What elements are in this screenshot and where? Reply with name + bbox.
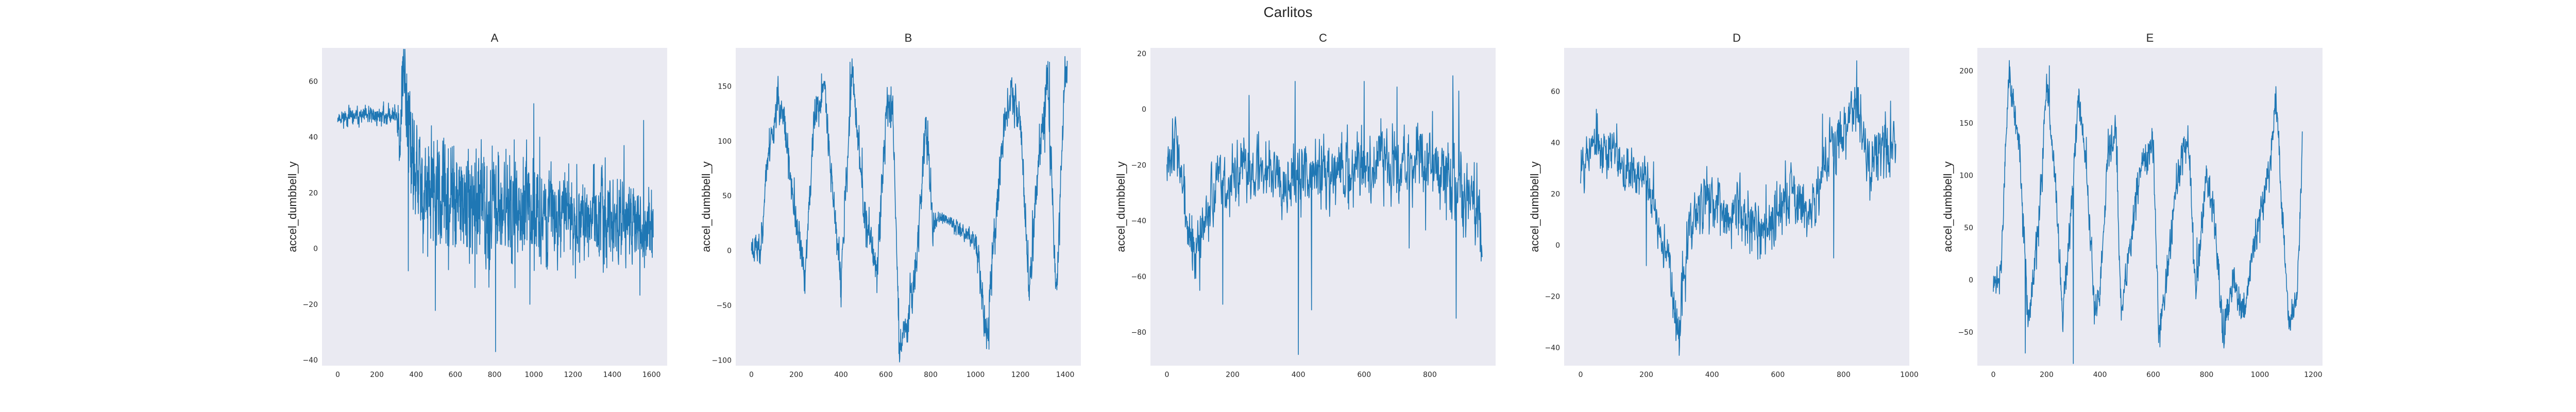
y-tick-label: 0: [727, 247, 732, 255]
series-line: [337, 48, 654, 352]
x-tick-label: 1600: [642, 371, 661, 379]
y-tick-label: −20: [1131, 161, 1146, 169]
x-tick-label: 200: [370, 371, 384, 379]
x-tick-label: 1400: [603, 371, 622, 379]
y-tick-label: 50: [1964, 224, 1973, 232]
x-tick-label: 400: [1705, 371, 1719, 379]
y-tick-label: 40: [309, 133, 318, 142]
x-tick-label: 800: [488, 371, 502, 379]
series-line: [1993, 60, 2303, 364]
subplot-title: A: [491, 31, 499, 44]
x-tick-label: 800: [924, 371, 938, 379]
y-tick-label: 40: [1551, 139, 1560, 147]
y-tick-label: −20: [1545, 293, 1560, 301]
x-tick-label: 200: [1639, 371, 1653, 379]
x-tick-label: 0: [1164, 371, 1169, 379]
x-tick-label: 0: [1991, 371, 1996, 379]
x-tick-label: 0: [749, 371, 754, 379]
y-tick-label: 150: [718, 82, 732, 91]
x-tick-label: 1200: [564, 371, 582, 379]
plot-area: [1977, 48, 2323, 366]
y-tick-label: 0: [1555, 242, 1560, 250]
x-tick-label: 200: [1226, 371, 1240, 379]
series-line: [1166, 75, 1483, 355]
y-axis-label: accel_dumbbell_y: [1528, 161, 1541, 252]
y-tick-label: −50: [716, 302, 732, 310]
x-tick-label: 200: [2040, 371, 2054, 379]
subplot-title: B: [905, 31, 912, 44]
subplot-title: E: [2146, 31, 2154, 44]
y-tick-label: −60: [1131, 273, 1146, 281]
y-tick-label: 200: [1959, 67, 1973, 76]
y-tick-label: 0: [313, 245, 318, 253]
y-tick-label: −40: [1545, 344, 1560, 352]
y-tick-label: 20: [1137, 50, 1146, 58]
x-tick-label: 800: [1837, 371, 1851, 379]
y-tick-label: 0: [1142, 106, 1146, 114]
x-tick-label: 600: [2146, 371, 2160, 379]
plot-area: [1150, 48, 1496, 366]
y-tick-label: 100: [718, 138, 732, 146]
y-axis-label: accel_dumbbell_y: [286, 161, 299, 252]
y-tick-label: −40: [302, 356, 318, 365]
x-tick-label: 1000: [1900, 371, 1919, 379]
figure-title: Carlitos: [1264, 4, 1313, 20]
x-tick-label: 600: [1771, 371, 1785, 379]
y-tick-label: 60: [309, 78, 318, 86]
y-tick-label: 50: [722, 192, 732, 200]
x-tick-label: 800: [2200, 371, 2214, 379]
x-tick-label: 600: [879, 371, 893, 379]
x-tick-label: 1000: [2251, 371, 2269, 379]
y-axis-label: accel_dumbbell_y: [1941, 161, 1954, 252]
y-tick-label: −80: [1131, 329, 1146, 337]
x-tick-label: 800: [1423, 371, 1437, 379]
x-tick-label: 1000: [524, 371, 543, 379]
y-tick-label: −50: [1958, 329, 1973, 337]
y-tick-label: 100: [1959, 172, 1973, 180]
subplot-title: D: [1733, 31, 1741, 44]
y-tick-label: 150: [1959, 119, 1973, 128]
x-tick-label: 200: [789, 371, 803, 379]
y-tick-label: −40: [1131, 217, 1146, 226]
x-tick-label: 400: [834, 371, 848, 379]
x-tick-label: 1000: [967, 371, 985, 379]
x-tick-label: 1400: [1056, 371, 1075, 379]
y-axis-label: accel_dumbbell_y: [700, 161, 713, 252]
y-tick-label: 20: [309, 189, 318, 197]
x-tick-label: 400: [409, 371, 423, 379]
x-tick-label: 600: [1357, 371, 1371, 379]
series-line: [1580, 60, 1896, 356]
subplot-title: C: [1319, 31, 1327, 44]
x-tick-label: 1200: [1011, 371, 1030, 379]
x-tick-label: 0: [1578, 371, 1583, 379]
x-tick-label: 400: [1292, 371, 1306, 379]
x-tick-label: 600: [448, 371, 462, 379]
y-axis-label: accel_dumbbell_y: [1114, 161, 1127, 252]
x-tick-label: 0: [335, 371, 340, 379]
x-tick-label: 400: [2093, 371, 2107, 379]
y-tick-label: −20: [302, 301, 318, 309]
y-tick-label: 0: [1969, 277, 1973, 285]
y-tick-label: −100: [712, 356, 732, 365]
y-tick-label: 20: [1551, 191, 1560, 199]
x-tick-label: 1200: [2304, 371, 2323, 379]
y-tick-label: 60: [1551, 88, 1560, 96]
series-line: [751, 56, 1068, 363]
